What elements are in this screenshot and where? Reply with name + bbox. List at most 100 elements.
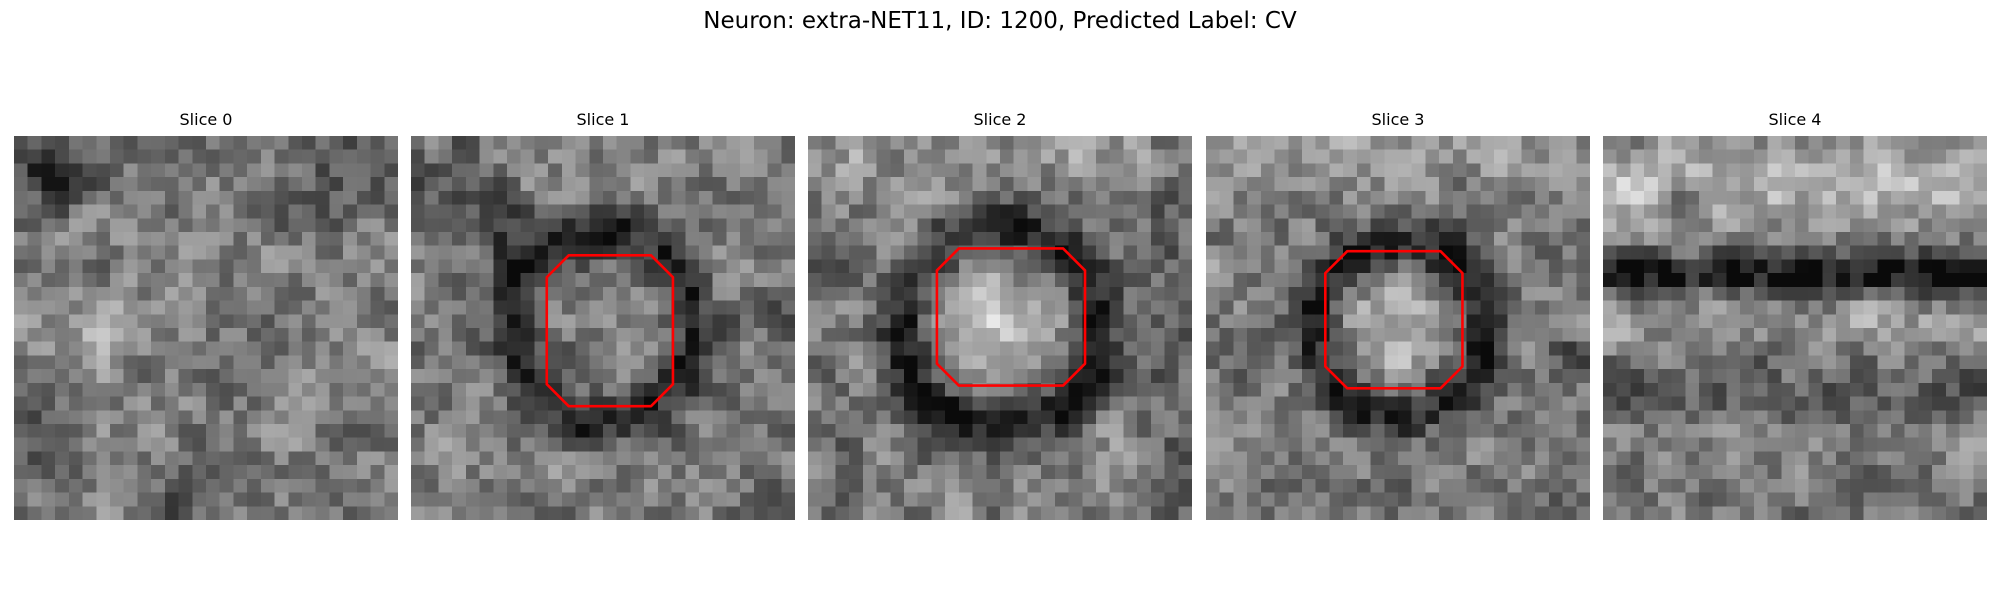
pixel [137, 204, 152, 219]
pixel [1260, 259, 1275, 274]
pixel [1398, 410, 1412, 425]
pixel [520, 163, 535, 178]
pixel [1384, 369, 1399, 384]
pixel [1137, 190, 1152, 205]
pixel [1137, 259, 1152, 274]
pixel [1657, 314, 1672, 329]
pixel [1849, 369, 1864, 384]
pixel [1494, 286, 1508, 301]
pixel [917, 341, 932, 356]
pixel [411, 314, 425, 329]
pixel [260, 190, 275, 205]
pixel [55, 218, 70, 233]
pixel [1013, 437, 1028, 452]
pixel [96, 506, 111, 520]
pixel [1109, 328, 1124, 342]
pixel [603, 218, 617, 233]
pixel [1904, 177, 1919, 192]
pixel [343, 259, 358, 274]
pixel [1425, 437, 1440, 452]
pixel [1726, 410, 1741, 425]
pixel [1712, 232, 1727, 246]
pixel [1000, 149, 1014, 164]
pixel [1041, 465, 1056, 480]
pixel [1767, 369, 1782, 384]
pixel [1671, 177, 1686, 192]
pixel [1233, 369, 1248, 384]
pixel [904, 190, 918, 205]
pixel [137, 492, 152, 507]
pixel [890, 506, 905, 520]
pixel [1904, 259, 1919, 274]
pixel [1137, 382, 1152, 397]
pixel [452, 465, 467, 480]
pixel [1836, 492, 1851, 507]
pixel [1795, 259, 1809, 274]
pixel [96, 465, 111, 480]
pixel [1398, 437, 1412, 452]
pixel [1781, 136, 1796, 150]
pixel [1753, 314, 1768, 329]
pixel [1603, 136, 1617, 150]
pixel [876, 177, 891, 192]
slice-title-3: Slice 3 [1371, 110, 1425, 129]
pixel [876, 506, 891, 520]
pixel [1671, 190, 1686, 205]
pixel [1726, 163, 1741, 178]
pixel [1356, 465, 1371, 480]
pixel [630, 328, 645, 342]
pixel [726, 410, 741, 425]
pixel [1150, 369, 1165, 384]
pixel [465, 355, 480, 370]
pixel [1494, 190, 1508, 205]
pixel [1562, 259, 1577, 274]
pixel [1836, 410, 1851, 425]
pixel [288, 232, 303, 246]
pixel [1329, 136, 1344, 150]
pixel [781, 328, 795, 342]
pixel [1945, 149, 1960, 164]
pixel [849, 451, 864, 466]
pixel [1343, 478, 1358, 493]
pixel [1548, 204, 1563, 219]
pixel [1274, 451, 1289, 466]
pixel [1959, 259, 1974, 274]
pixel [192, 369, 207, 384]
pixel [1781, 190, 1796, 205]
pixel [917, 465, 932, 480]
pixel [151, 328, 166, 342]
pixel [14, 382, 28, 397]
pixel [1274, 396, 1289, 411]
pixel [1726, 273, 1741, 288]
pixel [1548, 163, 1563, 178]
pixel [1712, 355, 1727, 370]
pixel [465, 314, 480, 329]
pixel [699, 465, 713, 480]
pixel [507, 478, 521, 493]
pixel [876, 328, 891, 342]
pixel [1822, 341, 1837, 356]
pixel [1150, 355, 1165, 370]
pixel [302, 273, 316, 288]
pixel [1356, 286, 1371, 301]
pixel [575, 232, 590, 246]
pixel [1466, 286, 1481, 301]
pixel [1863, 177, 1878, 192]
pixel [1343, 355, 1358, 370]
pixel [1096, 506, 1110, 520]
pixel [1219, 396, 1234, 411]
pixel [917, 273, 932, 288]
pixel [55, 328, 70, 342]
pixel [671, 245, 686, 260]
pixel [1343, 341, 1358, 356]
pixel [452, 300, 467, 315]
pixel [1425, 190, 1440, 205]
pixel [288, 451, 303, 466]
pixel [1384, 396, 1399, 411]
pixel [219, 259, 234, 274]
pixel [164, 163, 179, 178]
pixel [452, 245, 467, 260]
pixel [671, 190, 686, 205]
pixel [493, 478, 508, 493]
pixel [329, 506, 344, 520]
